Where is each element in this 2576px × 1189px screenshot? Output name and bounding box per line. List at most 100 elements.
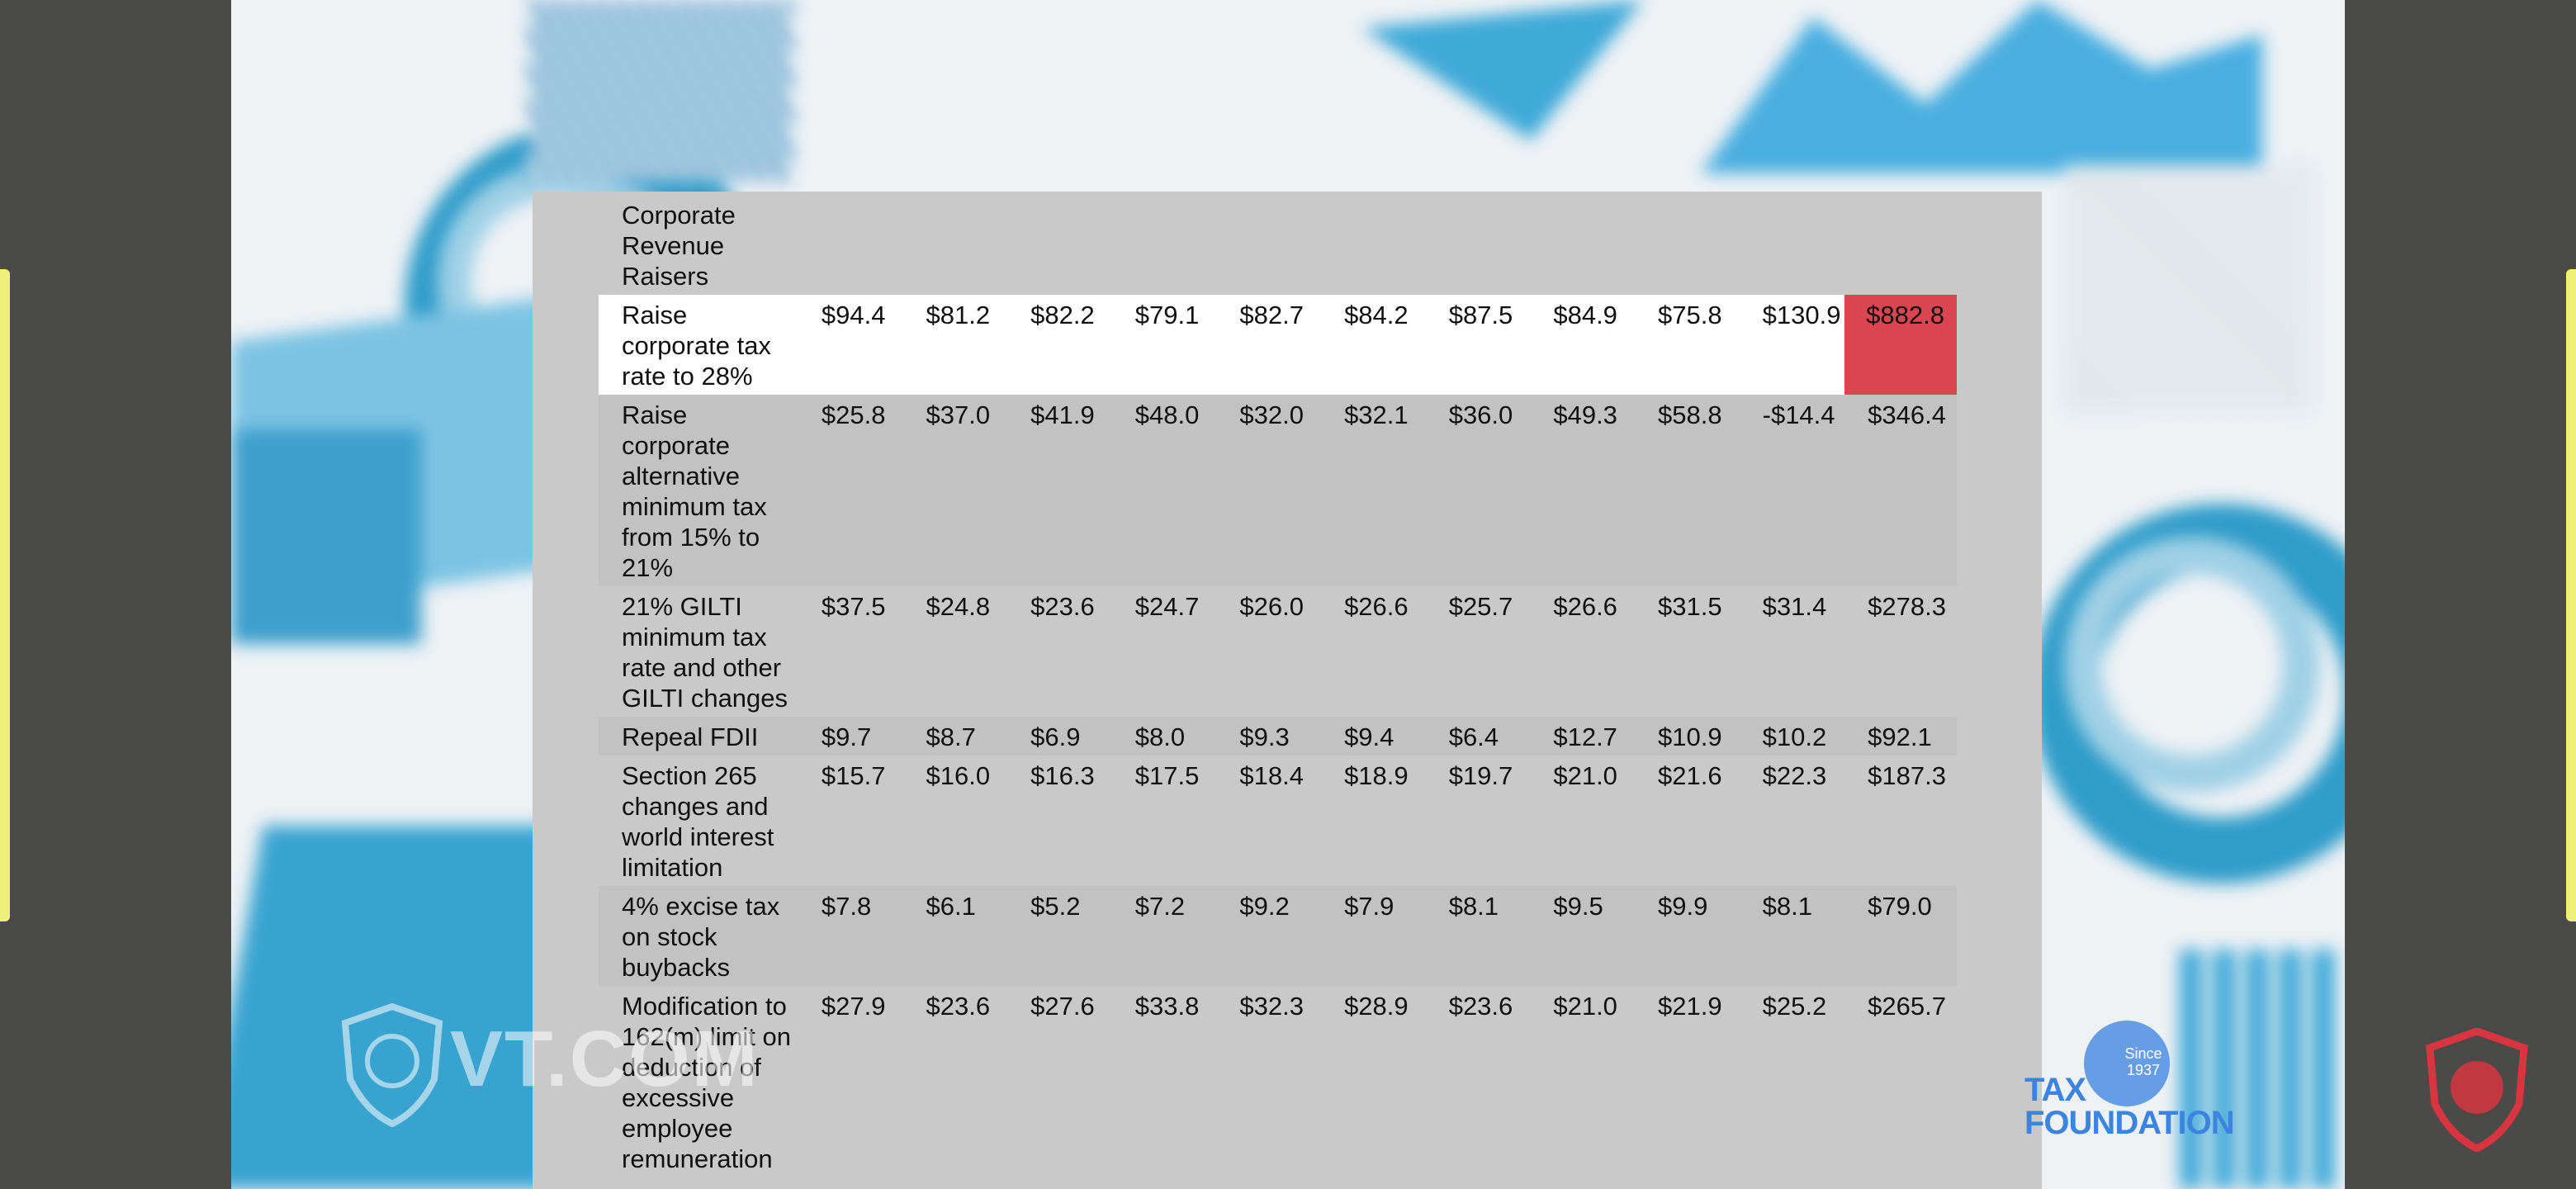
value-cell: $25.8: [798, 395, 903, 586]
value-cell: $130.9: [1739, 295, 1845, 395]
total-cell: $265.7: [1868, 992, 1946, 1021]
value-cell: $9.9: [1634, 886, 1740, 986]
value-cell: $48.0: [1111, 395, 1217, 586]
value-cell: $28.9: [1344, 992, 1409, 1021]
value-cell: $8.1: [1425, 886, 1531, 986]
vt-watermark-text: VT.COM: [450, 1015, 760, 1103]
table-row: Repeal FDII $9.7 $8.7 $6.9 $8.0 $9.3 $9.4 $6.4 $…: [599, 717, 1957, 756]
value-cell: $27.6: [1030, 992, 1095, 1021]
value-cell: $32.1: [1321, 395, 1426, 586]
value-cell: $17.5: [1134, 761, 1200, 790]
value-cell: $31.4: [1762, 592, 1827, 621]
value-cell: $33.8: [1134, 992, 1200, 1021]
value-cell: $6.9: [1007, 717, 1112, 756]
value-cell: $23.6: [1030, 592, 1095, 621]
value-cell: $25.2: [1762, 992, 1827, 1021]
table-row: 4% excise tax on stock buybacks $7.8 $6.1 $…: [599, 886, 1957, 986]
value-cell: $26.6: [1344, 592, 1409, 621]
value-cell: $21.0: [1553, 761, 1617, 790]
value-cell: $10.9: [1634, 717, 1740, 756]
value-cell: $6.4: [1425, 717, 1531, 756]
total-cell: $278.3: [1868, 592, 1946, 621]
value-cell: $36.0: [1425, 395, 1531, 586]
value-cell: $49.3: [1530, 395, 1635, 586]
value-cell: $41.9: [1007, 395, 1112, 586]
highlighted-total: $882.8: [1858, 300, 1953, 330]
value-cell: -$14.4: [1739, 395, 1845, 586]
value-cell: $22.3: [1762, 761, 1827, 790]
table-row: Raise corporate tax rate to 28% $94.4 $81.…: [599, 295, 1957, 395]
value-cell: $5.2: [1007, 886, 1112, 986]
value-cell: [1740, 195, 1845, 295]
value-cell: $9.5: [1530, 886, 1635, 986]
value-cell: $21.0: [1553, 992, 1617, 1021]
value-cell: $82.7: [1216, 295, 1322, 395]
value-cell: $9.4: [1321, 717, 1426, 756]
value-cell: $75.8: [1634, 295, 1740, 395]
value-cell: $16.0: [926, 761, 991, 790]
value-cell: $26.6: [1553, 592, 1617, 621]
row-label: Raise corporate alternative minimum tax …: [599, 395, 798, 586]
row-label: Modification to 162(m) limit on deductio…: [622, 992, 791, 1173]
total-cell: $79.0: [1844, 886, 1957, 986]
value-cell: $7.8: [798, 886, 903, 986]
value-cell: [1530, 195, 1635, 295]
value-cell: $18.4: [1239, 761, 1304, 790]
value-cell: $21.6: [1657, 761, 1722, 790]
total-cell: [1844, 195, 1957, 295]
value-cell: $19.7: [1448, 761, 1513, 790]
value-cell: $6.1: [902, 886, 1008, 986]
value-cell: $31.5: [1657, 592, 1722, 621]
value-cell: $12.7: [1530, 717, 1635, 756]
value-cell: $23.6: [926, 992, 991, 1021]
value-cell: $32.3: [1239, 992, 1304, 1021]
value-cell: $81.2: [902, 295, 1008, 395]
value-cell: [1426, 195, 1531, 295]
value-cell: $24.7: [1134, 592, 1200, 621]
total-cell: $92.1: [1844, 717, 1957, 756]
value-cell: [903, 195, 1008, 295]
table-row: Modification to 162(m) limit on deductio…: [599, 986, 1957, 1177]
left-edge-marker: [0, 269, 10, 921]
capitol-dome-icon: [2084, 1021, 2170, 1106]
value-cell: [1635, 195, 1740, 295]
tax-foundation-logo-text: TAX FOUNDATION: [2024, 1072, 2235, 1141]
value-cell: $84.9: [1530, 295, 1635, 395]
right-edge-marker: [2566, 269, 2576, 921]
value-cell: $9.7: [798, 717, 903, 756]
table-row: Section 265 changes and world interest l…: [599, 756, 1957, 886]
value-cell: [1112, 195, 1217, 295]
value-cell: $24.8: [926, 592, 991, 621]
total-cell: $882.8: [1844, 295, 1957, 395]
row-label: 4% excise tax on stock buybacks: [599, 886, 798, 986]
value-cell: [798, 195, 903, 295]
corporate-revenue-table: Corporate Revenue Raisers Raise corporate…: [599, 195, 1957, 1177]
value-cell: $79.1: [1111, 295, 1217, 395]
table-row: 21% GILTI minimum tax rate and other GIL…: [599, 586, 1957, 717]
value-cell: $58.8: [1634, 395, 1740, 586]
value-cell: $23.6: [1448, 992, 1513, 1021]
value-cell: $32.0: [1216, 395, 1322, 586]
value-cell: $94.4: [798, 295, 903, 395]
value-cell: $8.1: [1739, 886, 1845, 986]
row-label: Section 265 changes and world interest l…: [622, 761, 774, 882]
since-label: Since 1937: [2124, 1045, 2162, 1078]
value-cell: $18.9: [1344, 761, 1409, 790]
value-cell: $9.2: [1216, 886, 1322, 986]
revenue-table-panel: Corporate Revenue Raisers Raise corporate…: [533, 192, 2042, 1189]
value-cell: $82.2: [1007, 295, 1112, 395]
value-cell: $21.9: [1657, 992, 1722, 1021]
table-row: Corporate Revenue Raisers: [599, 195, 1957, 295]
lion-shield-icon: [341, 1003, 443, 1127]
value-cell: $7.9: [1321, 886, 1426, 986]
value-cell: $16.3: [1030, 761, 1095, 790]
value-cell: [1321, 195, 1426, 295]
value-cell: $37.0: [902, 395, 1008, 586]
value-cell: $9.3: [1216, 717, 1322, 756]
value-cell: [1007, 195, 1112, 295]
value-cell: $37.5: [821, 592, 886, 621]
total-cell: $187.3: [1868, 761, 1946, 790]
value-cell: $26.0: [1239, 592, 1304, 621]
row-label: Repeal FDII: [599, 717, 798, 756]
table-row: Raise corporate alternative minimum tax …: [599, 395, 1957, 586]
